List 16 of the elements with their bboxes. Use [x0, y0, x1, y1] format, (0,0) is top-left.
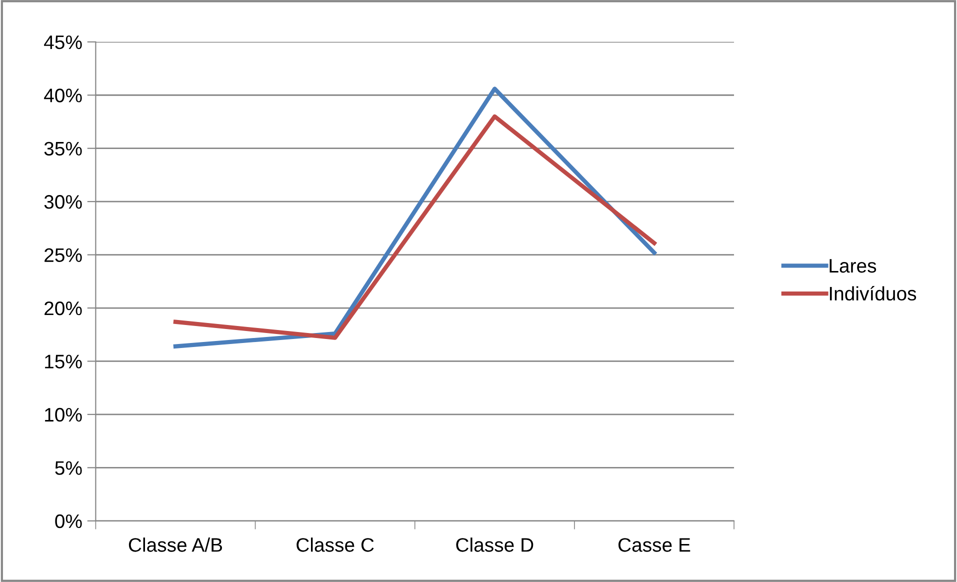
- y-tick-label: 15%: [45, 354, 82, 368]
- y-tick-label: 0%: [55, 514, 82, 528]
- y-tick-label: 35%: [44, 142, 82, 156]
- x-tick-label: Classe A/B: [128, 538, 222, 552]
- y-tick-label: 5%: [55, 461, 82, 475]
- x-tick-label: Classe D: [456, 538, 534, 552]
- x-tick-label: Casse E: [618, 538, 690, 552]
- y-tick-label: 20%: [44, 301, 82, 316]
- y-tick-label: 10%: [45, 408, 82, 422]
- y-tick-label: 45%: [44, 35, 82, 50]
- x-tick-label: Classe C: [296, 538, 374, 552]
- y-tick-label: 40%: [44, 88, 82, 102]
- legend-label: Indivíduos: [830, 286, 916, 301]
- y-tick-label: 25%: [44, 248, 82, 262]
- y-tick-label: 30%: [44, 195, 82, 209]
- legend-label: Lares: [830, 259, 876, 273]
